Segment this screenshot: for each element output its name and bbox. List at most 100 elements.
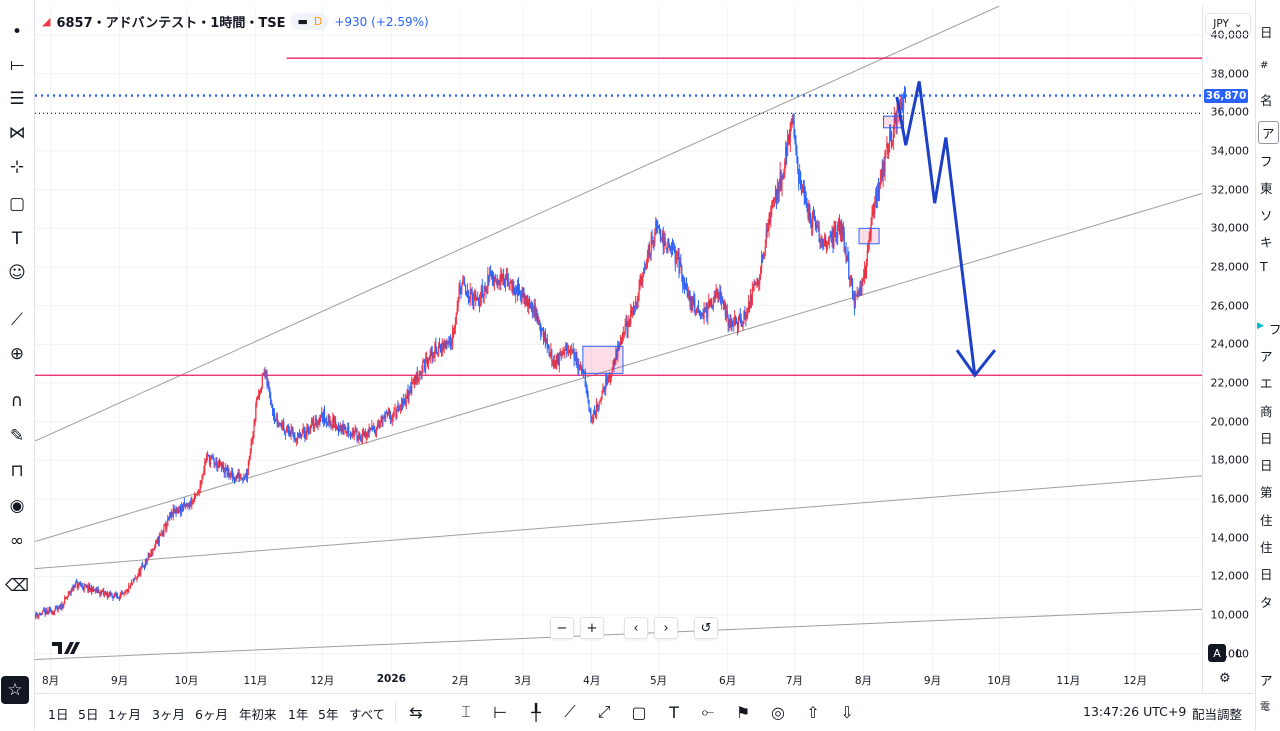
- period-5d[interactable]: 5日: [78, 707, 99, 722]
- emoji-icon[interactable]: ☺: [8, 263, 26, 283]
- text-tool-icon[interactable]: T: [669, 702, 679, 722]
- reset-chart-button[interactable]: ↺: [694, 617, 718, 639]
- candle-body: [546, 338, 548, 347]
- eye-icon[interactable]: ◉: [9, 496, 25, 516]
- horizontal-range-icon[interactable]: ⊢: [493, 702, 507, 722]
- candle-body: [462, 280, 464, 284]
- circle-icon[interactable]: ◎: [771, 702, 785, 722]
- candle-body: [362, 432, 365, 436]
- candle-body: [136, 577, 138, 579]
- candle-body: [903, 92, 906, 97]
- period-3m[interactable]: 3ヶ月: [152, 707, 185, 722]
- period-1d[interactable]: 1日: [48, 707, 69, 722]
- arrow-down-icon[interactable]: ⇩: [840, 702, 854, 722]
- zoom-in-button[interactable]: +: [580, 617, 604, 639]
- time-tick-label: 7月: [785, 675, 804, 687]
- rectangle-icon[interactable]: ▢: [631, 702, 647, 722]
- candle-body: [796, 151, 798, 157]
- watchlist-item[interactable]: フ: [1260, 154, 1273, 169]
- watchlist-item[interactable]: #: [1260, 60, 1269, 71]
- watchlist-item[interactable]: 住: [1260, 513, 1273, 528]
- candle-body: [280, 423, 282, 425]
- hline-icon[interactable]: ⟜: [701, 702, 715, 721]
- currency-selector[interactable]: JPY ⌄: [1205, 13, 1251, 35]
- watchlist-item[interactable]: フ: [1269, 319, 1280, 338]
- candle-body: [819, 241, 821, 243]
- watchlist-item[interactable]: 東: [1260, 181, 1273, 196]
- fib-icon[interactable]: ☰: [9, 89, 25, 109]
- line-icon[interactable]: ⟋: [564, 702, 576, 721]
- cursor-icon[interactable]: •: [11, 22, 23, 42]
- watchlist-item[interactable]: キ: [1260, 235, 1273, 250]
- price-chart[interactable]: [35, 6, 1202, 692]
- watchlist-item[interactable]: 商: [1260, 404, 1273, 419]
- watchlist-item[interactable]: 第: [1260, 485, 1273, 500]
- text-icon[interactable]: T: [11, 229, 23, 249]
- watchlist-item[interactable]: 日: [1260, 431, 1273, 446]
- link-icon[interactable]: ∞: [9, 531, 25, 551]
- ray-icon[interactable]: ⤢: [597, 702, 611, 721]
- arrow-up-icon[interactable]: ⇧: [806, 702, 820, 722]
- period-1m[interactable]: 1ヶ月: [108, 707, 141, 722]
- watchlist-item[interactable]: ソ: [1260, 208, 1273, 223]
- pattern-icon[interactable]: ⋈: [8, 123, 26, 143]
- candle-body: [809, 205, 811, 217]
- period-1y[interactable]: 1年: [288, 707, 309, 722]
- candle-body: [367, 433, 369, 437]
- candle-body: [659, 229, 662, 241]
- magnet-icon[interactable]: ∩: [10, 391, 24, 411]
- candle-body: [604, 387, 606, 391]
- lock-drawing-icon[interactable]: ✎: [9, 426, 25, 446]
- candle-body: [40, 613, 43, 615]
- period-5y[interactable]: 5年: [318, 707, 339, 722]
- replay-icon[interactable]: ⇆: [409, 702, 423, 722]
- watchlist-item[interactable]: ア: [1258, 121, 1279, 144]
- watchlist-item[interactable]: 日: [1260, 25, 1273, 40]
- vertical-range-icon[interactable]: ⌶: [461, 702, 471, 721]
- period-ytd[interactable]: 年初来: [239, 707, 277, 722]
- clock-timezone[interactable]: 13:47:26 UTC+9: [1083, 704, 1187, 719]
- watchlist-item[interactable]: タ: [1260, 595, 1273, 610]
- candle-body: [205, 461, 207, 463]
- watchlist-item[interactable]: T: [1260, 259, 1268, 274]
- auto-scale-button[interactable]: A: [1208, 644, 1226, 662]
- forecast-icon[interactable]: ⊹: [9, 157, 25, 177]
- price-tick-label: 12,000: [1210, 569, 1250, 583]
- candle-body: [271, 405, 273, 407]
- brush-icon[interactable]: ▢: [8, 194, 26, 214]
- lock-icon[interactable]: ⊓: [10, 461, 24, 481]
- watchlist-item[interactable]: ア: [1260, 673, 1273, 688]
- chart-area[interactable]: [35, 6, 1202, 692]
- watchlist-item[interactable]: 名: [1260, 93, 1273, 108]
- period-6m[interactable]: 6ヶ月: [195, 707, 228, 722]
- period-all[interactable]: すべて: [349, 707, 386, 722]
- symbol-title[interactable]: 6857・アドバンテスト・1時間・TSE: [56, 16, 286, 31]
- trash-icon[interactable]: ⌫: [4, 576, 30, 596]
- watchlist-item[interactable]: 住: [1260, 540, 1273, 555]
- settings-gear-icon[interactable]: ⚙: [1219, 671, 1231, 686]
- vertical-line-icon[interactable]: ╀: [531, 702, 541, 722]
- trendline-icon[interactable]: ⟝: [9, 55, 25, 75]
- watchlist-item[interactable]: ア: [1260, 349, 1273, 364]
- dividend-adjust-toggle[interactable]: 配当調整: [1192, 707, 1243, 722]
- candle-body: [297, 433, 299, 440]
- flag-icon[interactable]: ⚑: [735, 702, 751, 722]
- ruler-icon[interactable]: ⟋: [11, 310, 23, 330]
- watchlist-item[interactable]: 日: [1260, 567, 1273, 582]
- candle-body: [640, 275, 642, 279]
- candle-body: [410, 386, 412, 393]
- star-icon[interactable]: ☆: [1, 676, 29, 704]
- scroll-left-button[interactable]: ‹: [624, 617, 648, 639]
- candle-body: [455, 313, 457, 324]
- candle-body: [537, 316, 539, 319]
- watchlist-item[interactable]: 日: [1260, 458, 1273, 473]
- price-axis[interactable]: 8,000 10,000 12,000 14,000 16,000 18,000 20,00…: [1202, 6, 1255, 692]
- watchlist-item[interactable]: エ: [1260, 376, 1273, 391]
- log-scale-button[interactable]: L: [1235, 646, 1243, 660]
- candle-body: [270, 397, 272, 406]
- watchlist-item[interactable]: 電: [1260, 702, 1270, 713]
- zoom-out-button[interactable]: −: [550, 617, 574, 639]
- zoom-icon[interactable]: ⊕: [9, 344, 25, 364]
- scroll-right-button[interactable]: ›: [654, 617, 678, 639]
- status-pill[interactable]: ▬ D: [291, 13, 329, 30]
